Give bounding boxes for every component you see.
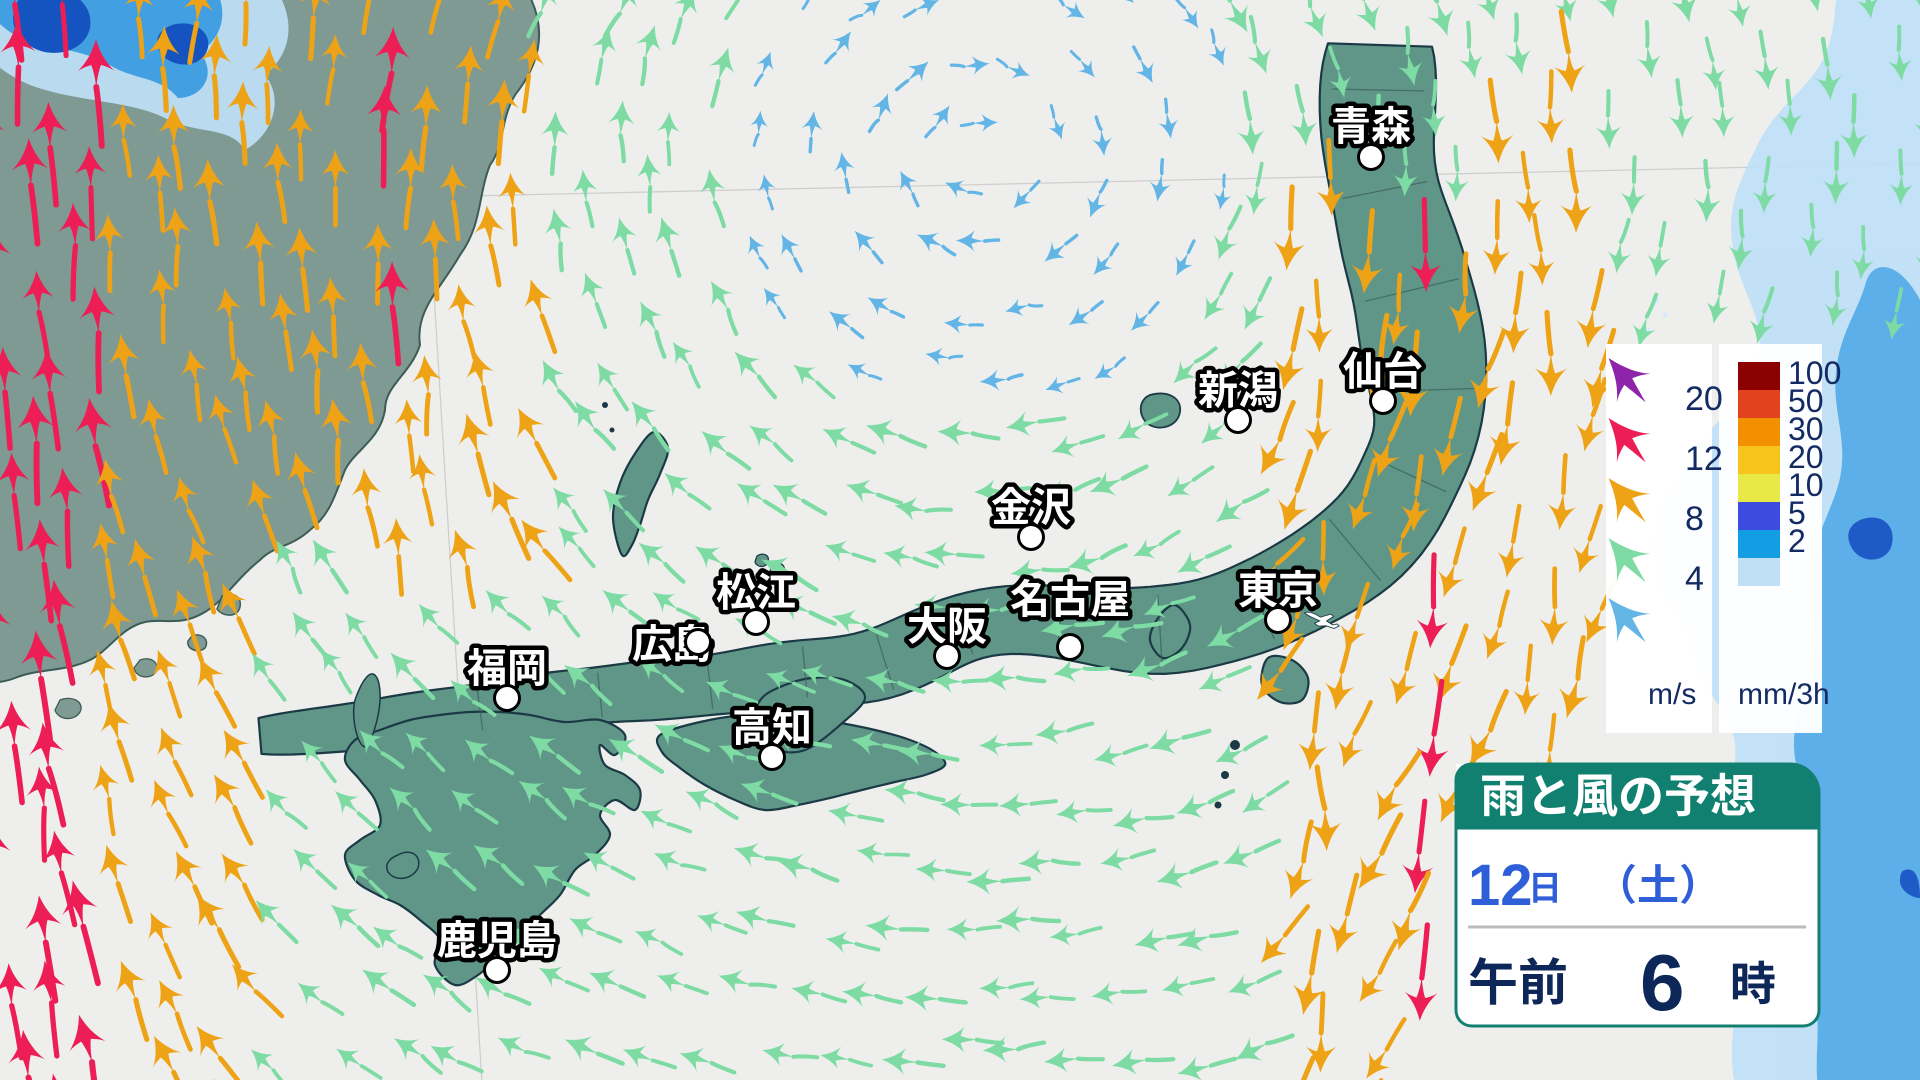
svg-text:8: 8 — [1685, 500, 1704, 538]
svg-text:4: 4 — [1685, 560, 1704, 598]
svg-text:日: 日 — [1528, 870, 1562, 908]
svg-text:mm/3h: mm/3h — [1738, 678, 1830, 711]
svg-text:（土）: （土） — [1595, 862, 1721, 909]
svg-text:時: 時 — [1730, 958, 1776, 1010]
svg-text:午前: 午前 — [1468, 955, 1568, 1011]
svg-text:m/s: m/s — [1648, 678, 1696, 711]
svg-text:雨と風の予想: 雨と風の予想 — [1480, 770, 1756, 822]
svg-text:12: 12 — [1685, 440, 1723, 478]
svg-text:12: 12 — [1468, 853, 1533, 918]
svg-text:6: 6 — [1640, 938, 1685, 1027]
svg-text:青森: 青森 — [1331, 105, 1411, 149]
svg-text:20: 20 — [1685, 380, 1723, 418]
svg-text:2: 2 — [1788, 523, 1806, 559]
svg-text:名古屋: 名古屋 — [1010, 578, 1130, 622]
